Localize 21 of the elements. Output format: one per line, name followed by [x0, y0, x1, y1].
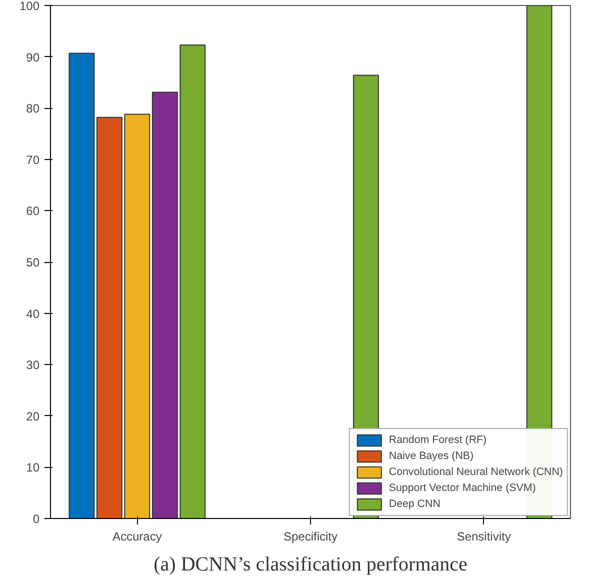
y-tick-label: 40: [26, 306, 40, 321]
y-tick-label: 30: [26, 358, 40, 372]
legend-label: Naive Bayes (NB): [388, 450, 474, 462]
bar: [68, 52, 95, 518]
x-tick-label: Specificity: [283, 530, 338, 544]
x-tick-label: Sensitivity: [456, 530, 511, 544]
y-tick-label: 100: [19, 0, 40, 13]
y-tick-label: 50: [26, 256, 40, 270]
y-tick-label: 10: [26, 460, 40, 475]
x-tick-label: Accuracy: [112, 530, 162, 544]
y-tick-label: 70: [26, 152, 40, 167]
legend-label: Support Vector Machine (SVM): [388, 482, 536, 494]
y-tick-label: 80: [26, 102, 40, 116]
legend-label: Deep CNN: [388, 498, 440, 510]
legend-label: Convolutional Neural Network (CNN): [388, 466, 563, 478]
y-tick-label: 0: [32, 512, 40, 526]
y-tick-label: 90: [26, 50, 40, 64]
y-tick-label: 60: [26, 204, 40, 218]
legend-label: Random Forest (RF): [388, 434, 487, 446]
text: (a) DCNN’s classification performance: [154, 554, 468, 576]
y-tick-label: 20: [26, 409, 40, 424]
